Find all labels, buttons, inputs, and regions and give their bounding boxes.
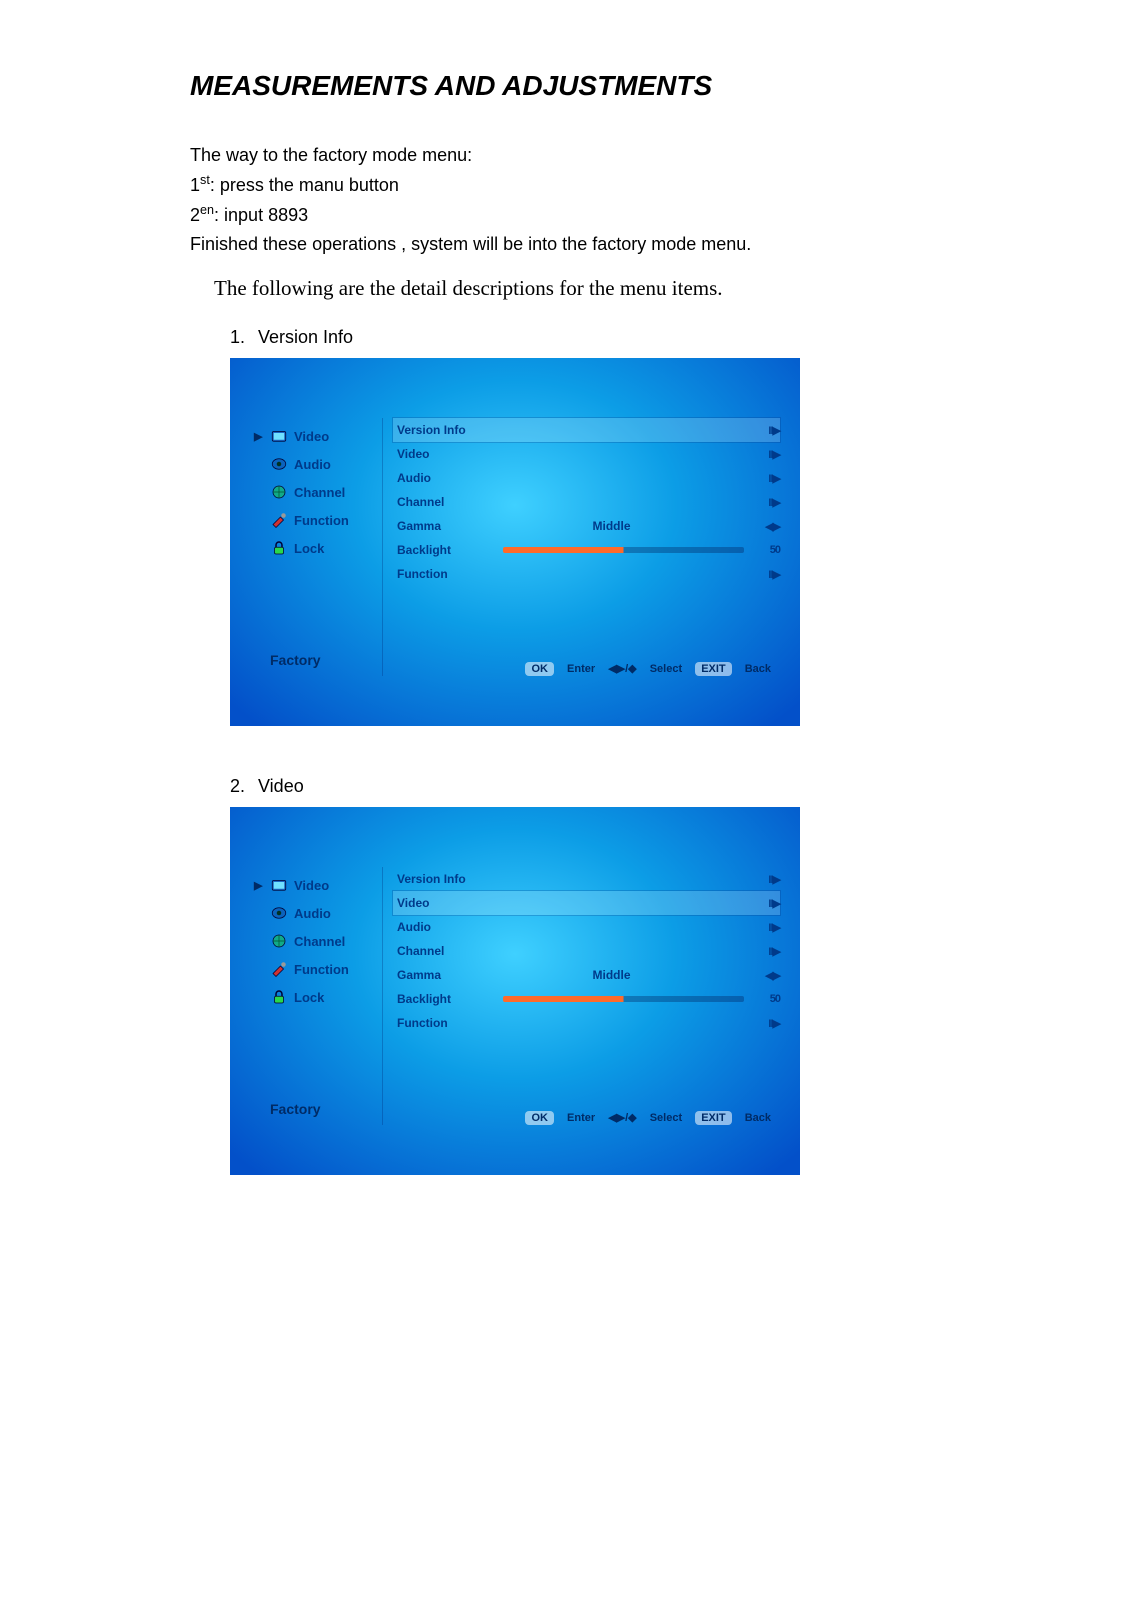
sidebar-item-label: Channel: [294, 934, 345, 949]
list-item: 1.Version Info: [230, 327, 1032, 348]
hint-select: Select: [650, 663, 682, 675]
submenu-icon: II▶: [750, 921, 780, 934]
menu-row-channel[interactable]: ChannelII▶: [393, 939, 780, 963]
intro-line-4: Finished these operations , system will …: [190, 231, 1032, 258]
submenu-icon: II▶: [750, 1017, 780, 1030]
tools-icon: [270, 511, 288, 529]
submenu-icon: II▶: [750, 873, 780, 886]
menu-row-backlight[interactable]: Backlight 50: [393, 987, 780, 1011]
sidebar-item-video[interactable]: ▶ Video: [250, 871, 370, 899]
submenu-icon: II▶: [750, 472, 780, 485]
gamma-value: Middle: [503, 519, 750, 533]
backlight-value: 50: [750, 544, 780, 556]
leftright-icon: ◀▶: [750, 969, 780, 982]
page-title: MEASUREMENTS AND ADJUSTMENTS: [190, 70, 1032, 102]
backlight-value: 50: [750, 993, 780, 1005]
detail-description-line: The following are the detail description…: [214, 276, 1032, 301]
hint-select: Select: [650, 1112, 682, 1124]
menu-row-audio[interactable]: AudioII▶: [393, 915, 780, 939]
submenu-icon: II▶: [750, 424, 780, 437]
submenu-icon: II▶: [750, 448, 780, 461]
hint-enter: Enter: [567, 1112, 595, 1124]
active-arrow-icon: ▶: [254, 430, 264, 443]
sidebar-item-channel[interactable]: Channel: [250, 478, 370, 506]
tv-icon: [270, 427, 288, 445]
menu-row-gamma[interactable]: GammaMiddle◀▶: [393, 963, 780, 987]
hint-enter: Enter: [567, 663, 595, 675]
intro-block: The way to the factory mode menu: 1st: p…: [190, 142, 1032, 258]
hint-exit: EXIT: [695, 662, 731, 676]
backlight-slider[interactable]: [503, 996, 744, 1002]
sidebar-item-lock[interactable]: Lock: [250, 983, 370, 1011]
submenu-icon: II▶: [750, 897, 780, 910]
globe-icon: [270, 932, 288, 950]
speaker-icon: [270, 904, 288, 922]
menu-row-function[interactable]: FunctionII▶: [393, 562, 780, 586]
menu-row-audio[interactable]: AudioII▶: [393, 466, 780, 490]
sidebar-item-function[interactable]: Function: [250, 506, 370, 534]
sidebar-item-video[interactable]: ▶ Video: [250, 422, 370, 450]
list-item: 2.Video: [230, 776, 1032, 797]
globe-icon: [270, 483, 288, 501]
menu-row-video[interactable]: VideoII▶: [393, 891, 780, 915]
sidebar-item-audio[interactable]: Audio: [250, 450, 370, 478]
sidebar-item-label: Channel: [294, 485, 345, 500]
sidebar-item-function[interactable]: Function: [250, 955, 370, 983]
hint-arrows: ◀▶/◆: [608, 663, 636, 675]
menu-row-backlight[interactable]: Backlight 50: [393, 538, 780, 562]
intro-line-1: The way to the factory mode menu:: [190, 142, 1032, 169]
sidebar-item-label: Video: [294, 878, 329, 893]
osd-hint-bar: OK Enter ◀▶/◆ Select EXIT Back: [393, 662, 780, 676]
sidebar-item-label: Audio: [294, 906, 331, 921]
screenshot-video: ▶ Video Audio Channel Functio: [230, 807, 800, 1175]
hint-ok: OK: [525, 662, 554, 676]
submenu-icon: II▶: [750, 496, 780, 509]
backlight-slider[interactable]: [503, 547, 744, 553]
lock-icon: [270, 539, 288, 557]
menu-row-version-info[interactable]: Version InfoII▶: [393, 418, 780, 442]
hint-arrows: ◀▶/◆: [608, 1112, 636, 1124]
submenu-icon: II▶: [750, 568, 780, 581]
screenshot-version-info: ▶ Video Audio Channel Functio: [230, 358, 800, 726]
sidebar-item-label: Lock: [294, 541, 324, 556]
osd-hint-bar: OK Enter ◀▶/◆ Select EXIT Back: [393, 1111, 780, 1125]
sidebar-item-lock[interactable]: Lock: [250, 534, 370, 562]
sidebar-factory-label: Factory: [250, 652, 370, 668]
hint-back: Back: [745, 1112, 771, 1124]
intro-line-3: 2en: input 8893: [190, 201, 1032, 229]
hint-back: Back: [745, 663, 771, 675]
sidebar-item-label: Function: [294, 513, 349, 528]
sidebar-item-label: Audio: [294, 457, 331, 472]
osd-main-panel: Version InfoII▶ VideoII▶ AudioII▶ Channe…: [382, 867, 780, 1125]
sidebar-factory-label: Factory: [250, 1101, 370, 1117]
gamma-value: Middle: [503, 968, 750, 982]
sidebar-item-label: Video: [294, 429, 329, 444]
submenu-icon: II▶: [750, 945, 780, 958]
menu-row-version-info[interactable]: Version InfoII▶: [393, 867, 780, 891]
sidebar-item-label: Lock: [294, 990, 324, 1005]
menu-row-function[interactable]: FunctionII▶: [393, 1011, 780, 1035]
sidebar-item-channel[interactable]: Channel: [250, 927, 370, 955]
active-arrow-icon: ▶: [254, 879, 264, 892]
leftright-icon: ◀▶: [750, 520, 780, 533]
menu-row-video[interactable]: VideoII▶: [393, 442, 780, 466]
menu-row-channel[interactable]: ChannelII▶: [393, 490, 780, 514]
menu-row-gamma[interactable]: GammaMiddle◀▶: [393, 514, 780, 538]
lock-icon: [270, 988, 288, 1006]
hint-ok: OK: [525, 1111, 554, 1125]
hint-exit: EXIT: [695, 1111, 731, 1125]
osd-main-panel: Version InfoII▶ VideoII▶ AudioII▶ Channe…: [382, 418, 780, 676]
intro-line-2: 1st: press the manu button: [190, 171, 1032, 199]
tv-icon: [270, 876, 288, 894]
osd-sidebar: ▶ Video Audio Channel Functio: [250, 867, 370, 1125]
speaker-icon: [270, 455, 288, 473]
tools-icon: [270, 960, 288, 978]
sidebar-item-audio[interactable]: Audio: [250, 899, 370, 927]
osd-sidebar: ▶ Video Audio Channel Functio: [250, 418, 370, 676]
sidebar-item-label: Function: [294, 962, 349, 977]
